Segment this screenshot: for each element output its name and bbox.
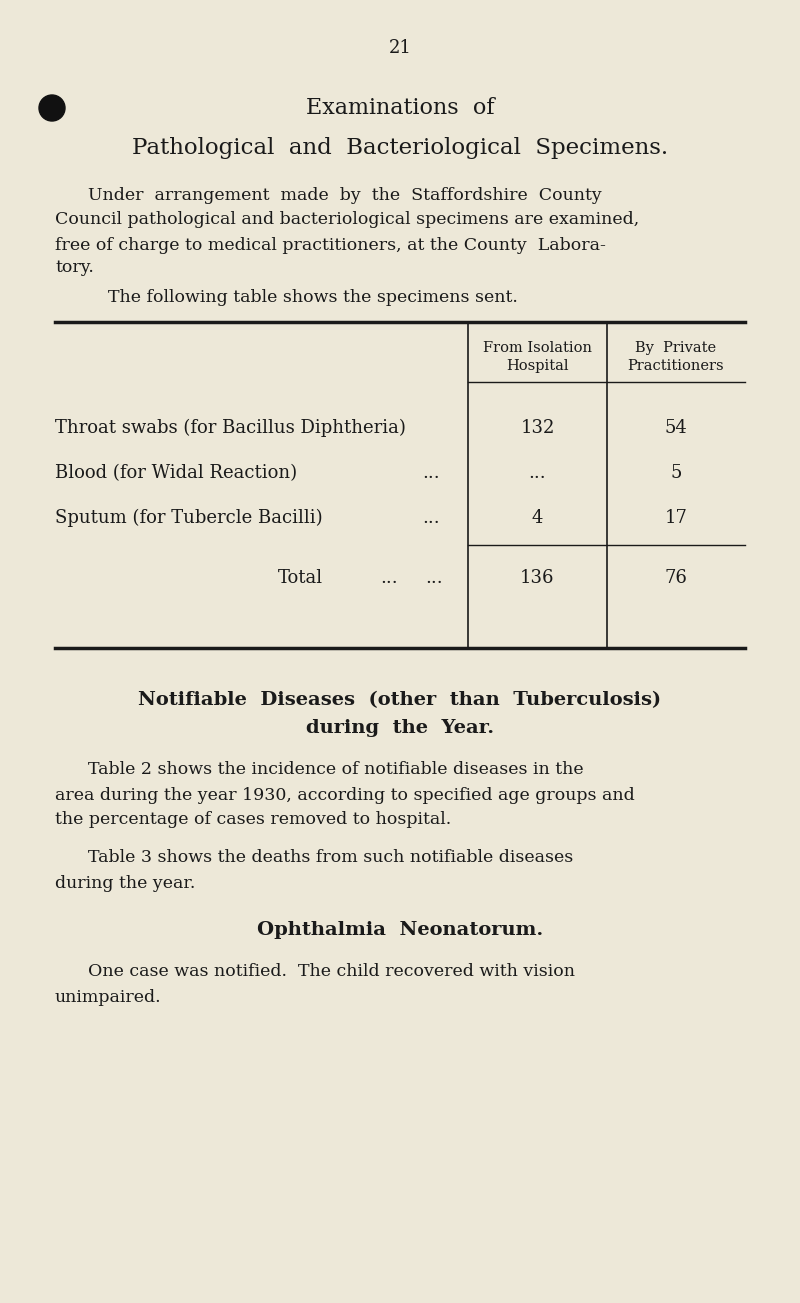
Text: From Isolation: From Isolation	[483, 341, 592, 354]
Text: 4: 4	[532, 509, 543, 526]
Text: tory.: tory.	[55, 259, 94, 276]
Text: Hospital: Hospital	[506, 360, 569, 373]
Text: Blood (for Widal Reaction): Blood (for Widal Reaction)	[55, 464, 297, 482]
Text: ...: ...	[425, 569, 442, 586]
Circle shape	[39, 95, 65, 121]
Text: One case was notified.  The child recovered with vision: One case was notified. The child recover…	[88, 963, 575, 980]
Text: Notifiable  Diseases  (other  than  Tuberculosis): Notifiable Diseases (other than Tubercul…	[138, 691, 662, 709]
Text: 132: 132	[520, 420, 554, 437]
Text: Sputum (for Tubercle Bacilli): Sputum (for Tubercle Bacilli)	[55, 509, 322, 528]
Text: Practitioners: Practitioners	[628, 360, 724, 373]
Text: Under  arrangement  made  by  the  Staffordshire  County: Under arrangement made by the Staffordsh…	[88, 186, 602, 203]
Text: unimpaired.: unimpaired.	[55, 989, 162, 1006]
Text: the percentage of cases removed to hospital.: the percentage of cases removed to hospi…	[55, 812, 451, 829]
Text: Table 2 shows the incidence of notifiable diseases in the: Table 2 shows the incidence of notifiabl…	[88, 761, 584, 778]
Text: By  Private: By Private	[635, 341, 717, 354]
Text: Ophthalmia  Neonatorum.: Ophthalmia Neonatorum.	[257, 921, 543, 939]
Text: during  the  Year.: during the Year.	[306, 719, 494, 737]
Text: 76: 76	[665, 569, 687, 586]
Text: The following table shows the specimens sent.: The following table shows the specimens …	[108, 289, 518, 306]
Text: 136: 136	[520, 569, 554, 586]
Text: 5: 5	[670, 464, 682, 482]
Text: ...: ...	[529, 464, 546, 482]
Text: area during the year 1930, according to specified age groups and: area during the year 1930, according to …	[55, 787, 634, 804]
Text: ...: ...	[422, 464, 440, 482]
Text: Table 3 shows the deaths from such notifiable diseases: Table 3 shows the deaths from such notif…	[88, 850, 574, 866]
Text: 21: 21	[389, 39, 411, 57]
Text: Throat swabs (for Bacillus Diphtheria): Throat swabs (for Bacillus Diphtheria)	[55, 418, 406, 437]
Text: during the year.: during the year.	[55, 874, 195, 891]
Text: 17: 17	[665, 509, 687, 526]
Text: Council pathological and bacteriological specimens are examined,: Council pathological and bacteriological…	[55, 211, 639, 228]
Text: free of charge to medical practitioners, at the County  Labora-: free of charge to medical practitioners,…	[55, 237, 606, 254]
Text: ...: ...	[422, 509, 440, 526]
Text: Pathological  and  Bacteriological  Specimens.: Pathological and Bacteriological Specime…	[132, 137, 668, 159]
Text: 54: 54	[665, 420, 687, 437]
Text: ...: ...	[380, 569, 398, 586]
Text: Total: Total	[278, 569, 322, 586]
Text: Examinations  of: Examinations of	[306, 96, 494, 119]
